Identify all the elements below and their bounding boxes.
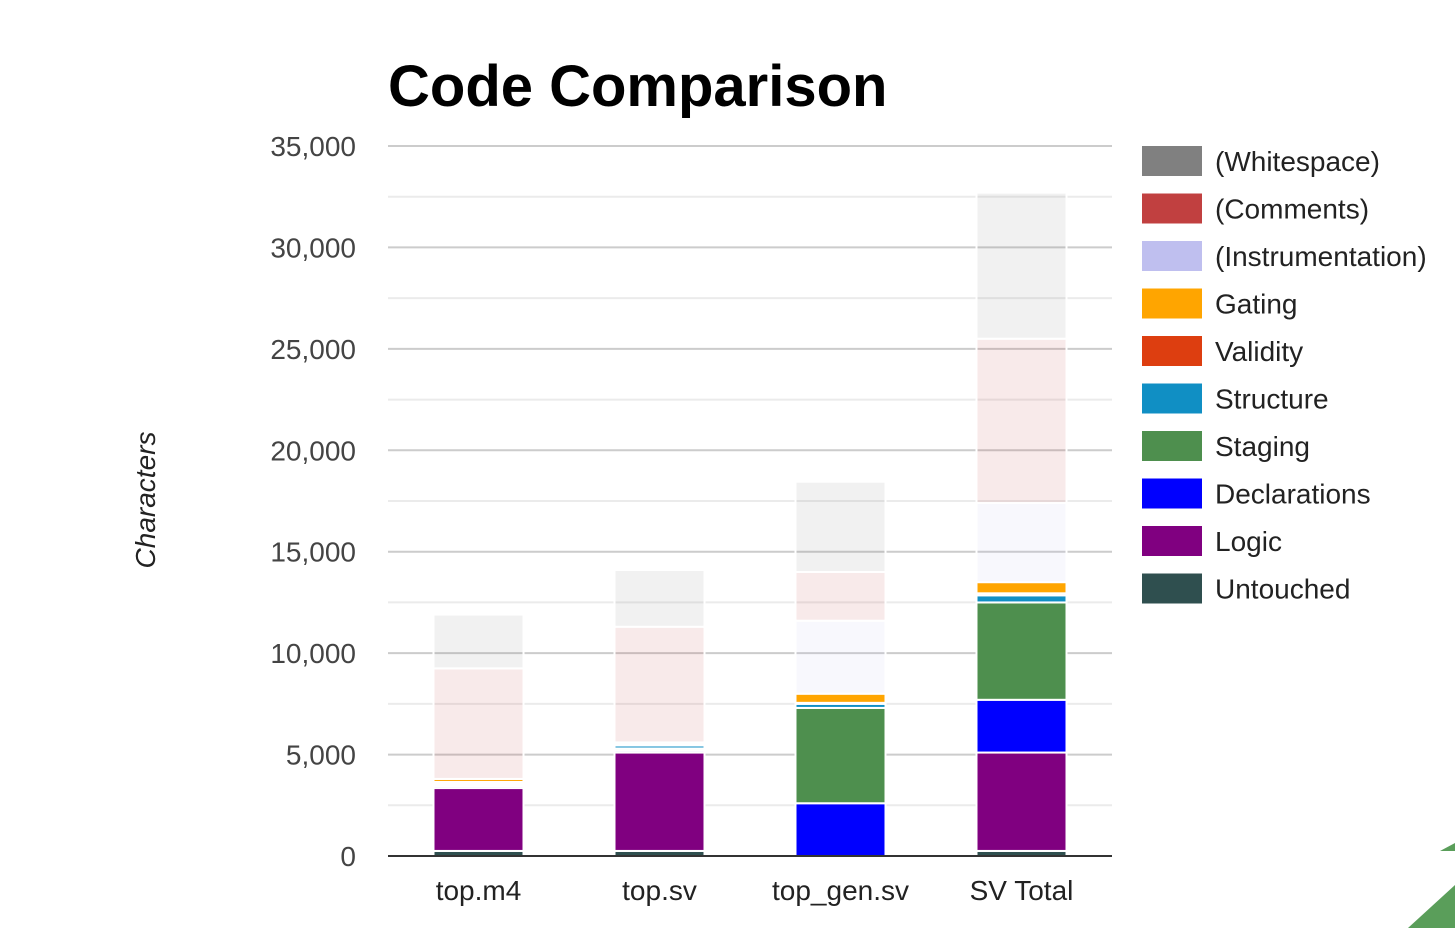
y-tick-label: 20,000 <box>270 435 356 466</box>
bar-segment-whitespace <box>432 613 525 670</box>
legend-swatch <box>1142 526 1202 556</box>
bar-segment-gating <box>975 581 1068 595</box>
bar-stack-top-gen-sv <box>794 480 887 857</box>
legend-item-instrumentation[interactable]: (Instrumentation) <box>1142 241 1427 272</box>
legend-label: Staging <box>1215 431 1310 462</box>
bar-segment-whitespace <box>794 480 887 574</box>
legend-swatch <box>1142 241 1202 271</box>
bar-stack-sv-total <box>975 191 1068 858</box>
bar-segment-declarations <box>794 802 887 857</box>
legend-label: Structure <box>1215 384 1329 415</box>
x-category-label: top.sv <box>622 875 697 906</box>
legend-swatch <box>1142 146 1202 176</box>
x-category-label: top.m4 <box>436 875 522 906</box>
legend-item-comments[interactable]: (Comments) <box>1142 193 1369 225</box>
legend-item-whitespace[interactable]: (Whitespace) <box>1142 146 1380 177</box>
bar-segment-comments <box>613 625 706 744</box>
bar-segment-instrumentation <box>794 619 887 695</box>
bar-segment-whitespace <box>975 191 1068 340</box>
y-axis-ticks: 0 5,000 10,000 15,000 20,000 25,000 30,000 35,0… <box>270 131 356 872</box>
bar-stack-top-m4 <box>432 613 525 858</box>
legend-label: Declarations <box>1215 479 1371 510</box>
legend-item-staging[interactable]: Staging <box>1142 431 1310 462</box>
legend-item-untouched[interactable]: Untouched <box>1142 573 1350 605</box>
legend-swatch <box>1142 193 1202 224</box>
legend-label: Gating <box>1215 289 1298 320</box>
y-tick-label: 30,000 <box>270 232 356 263</box>
legend-swatch <box>1142 478 1202 509</box>
x-category-label: top_gen.sv <box>772 875 909 906</box>
legend-label: Validity <box>1215 336 1303 367</box>
legend-label: Logic <box>1215 526 1282 557</box>
y-axis-label: Characters <box>130 432 161 569</box>
corner-decoration <box>1408 885 1455 928</box>
y-tick-label: 15,000 <box>270 537 356 568</box>
chart-title: Code Comparison <box>388 54 888 119</box>
legend-swatch <box>1142 288 1202 319</box>
legend-item-structure[interactable]: Structure <box>1142 383 1329 415</box>
legend-label: (Instrumentation) <box>1215 241 1427 272</box>
legend-swatch <box>1142 431 1202 461</box>
bar-segment-staging <box>975 601 1068 701</box>
legend-swatch <box>1142 336 1202 366</box>
grid-lines <box>388 145 1112 807</box>
legend-item-declarations[interactable]: Declarations <box>1142 478 1371 510</box>
bar-segment-staging <box>794 706 887 805</box>
legend-label: (Comments) <box>1215 194 1369 225</box>
legend-label: Untouched <box>1215 574 1350 605</box>
x-axis-categories: top.m4 top.sv top_gen.sv SV Total <box>436 875 1074 906</box>
y-tick-label: 25,000 <box>270 334 356 365</box>
bar-segment-comments <box>975 337 1068 505</box>
y-tick-label: 10,000 <box>270 638 356 669</box>
legend-swatch <box>1142 383 1202 414</box>
y-tick-label: 0 <box>340 841 356 872</box>
legend-item-validity[interactable]: Validity <box>1142 336 1303 367</box>
bar-segment-instrumentation <box>975 502 1068 584</box>
bar-segment-logic <box>432 787 525 852</box>
legend-item-logic[interactable]: Logic <box>1142 526 1282 557</box>
y-tick-label: 5,000 <box>286 740 356 771</box>
legend-label: (Whitespace) <box>1215 146 1380 177</box>
y-tick-label: 35,000 <box>270 131 356 162</box>
x-category-label: SV Total <box>970 875 1074 906</box>
bar-segment-comments <box>432 667 525 780</box>
bar-segment-logic <box>975 751 1068 852</box>
bar-segment-whitespace <box>613 568 706 628</box>
bar-stack-top-sv <box>613 568 706 858</box>
legend: (Whitespace) (Comments) (Instrumentation) G… <box>1142 146 1427 605</box>
legend-item-gating[interactable]: Gating <box>1142 288 1298 320</box>
bar-segment-comments <box>794 571 887 622</box>
corner-decoration-small <box>1440 843 1455 851</box>
bar-segment-gating <box>794 692 887 704</box>
bars <box>432 191 1068 858</box>
bar-segment-declarations <box>975 698 1068 754</box>
bar-segment-logic <box>613 751 706 852</box>
bar-segment-structure <box>975 594 1068 604</box>
legend-swatch <box>1142 573 1202 604</box>
